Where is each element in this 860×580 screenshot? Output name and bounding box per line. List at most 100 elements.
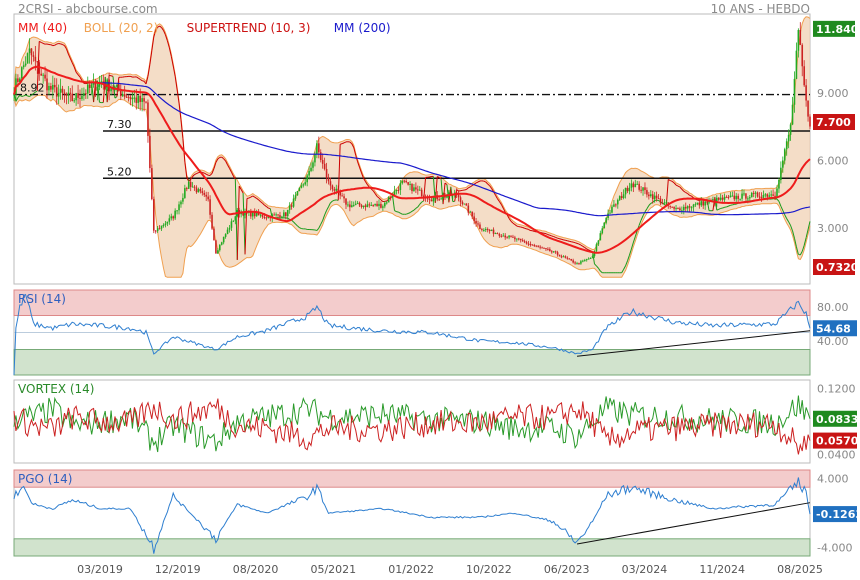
supertrend-segment — [361, 172, 364, 179]
supertrend-segment — [732, 203, 735, 206]
candle-body — [717, 197, 720, 200]
candle-body — [378, 203, 380, 206]
supertrend-segment — [675, 184, 679, 187]
candle-body — [471, 211, 473, 217]
candle-body — [213, 228, 215, 241]
supertrend-segment — [137, 77, 141, 80]
supertrend-segment — [240, 189, 244, 194]
candle-body — [380, 203, 382, 208]
price-badge — [813, 114, 855, 130]
supertrend-segment — [174, 76, 178, 90]
supertrend-segment — [168, 47, 172, 57]
supertrend-segment — [213, 162, 217, 169]
candle-body — [653, 195, 656, 200]
candle-body — [706, 201, 708, 203]
candle-body — [560, 256, 563, 258]
candle-body — [611, 206, 613, 213]
supertrend-segment — [578, 243, 582, 246]
supertrend-segment — [330, 200, 333, 204]
candle-body — [193, 186, 196, 188]
candle-body — [539, 246, 541, 248]
candle-body — [86, 84, 89, 94]
candle-body — [595, 244, 598, 252]
candle-body — [57, 92, 60, 97]
candle-body — [659, 198, 662, 204]
candle-body — [486, 229, 489, 231]
supertrend-segment — [429, 175, 432, 178]
supertrend-segment — [477, 180, 481, 183]
supertrend-segment — [413, 208, 417, 211]
supertrend-segment — [155, 26, 159, 31]
candle-body — [34, 56, 37, 62]
supertrend-segment — [42, 42, 46, 45]
candle-body — [739, 198, 741, 200]
candle-body — [638, 183, 640, 190]
candle-body — [143, 98, 145, 102]
price-tick-label: 6.000 — [817, 154, 849, 167]
supertrend-segment — [374, 193, 378, 197]
candle-body — [286, 209, 289, 217]
candle-body — [519, 238, 522, 241]
supertrend-segment — [489, 185, 493, 189]
candle-body — [525, 242, 528, 244]
candle-body — [562, 256, 565, 258]
candle-body — [417, 189, 419, 191]
candle-body — [133, 97, 136, 99]
supertrend-segment — [446, 184, 450, 203]
supertrend-segment — [343, 141, 347, 144]
candle-body — [224, 234, 227, 237]
candle-body — [795, 50, 798, 79]
supertrend-segment — [157, 25, 160, 28]
candle-body — [127, 96, 130, 98]
candle-body — [428, 198, 431, 200]
supertrend-segment — [130, 75, 133, 78]
candle-body — [304, 182, 307, 185]
candle-body — [661, 203, 664, 205]
supertrend-segment — [514, 224, 518, 227]
candle-body — [636, 183, 639, 185]
candle-body — [721, 197, 724, 200]
candle-body — [44, 74, 46, 79]
price-badge-label: 0.7320 — [816, 261, 859, 274]
candle-body — [329, 181, 332, 186]
candle-body — [527, 243, 530, 245]
supertrend-segment — [630, 242, 634, 250]
supertrend-segment — [392, 196, 396, 211]
supertrend-segment — [487, 183, 490, 187]
supertrend-segment — [349, 141, 353, 145]
supertrend-segment — [351, 143, 355, 148]
candle-body — [570, 259, 572, 261]
supertrend-segment — [671, 180, 675, 184]
candle-body — [189, 181, 192, 187]
candle-body — [172, 216, 174, 219]
candle-body — [259, 214, 262, 216]
candle-body — [430, 199, 433, 202]
supertrend-segment — [67, 53, 71, 59]
candle-body — [496, 233, 499, 235]
legend-entry: BOLL (20, 2) — [84, 21, 159, 35]
supertrend-segment — [689, 194, 692, 197]
candle-body — [149, 135, 151, 169]
candle-body — [164, 223, 167, 226]
supertrend-segment — [73, 66, 77, 73]
supertrend-segment — [421, 200, 424, 203]
candle-body — [397, 189, 400, 191]
supertrend-segment — [549, 234, 552, 237]
supertrend-segment — [495, 194, 498, 199]
supertrend-segment — [236, 186, 240, 260]
candle-body — [541, 247, 543, 249]
candle-body — [147, 102, 149, 136]
pgo-overbought-zone — [13, 469, 811, 488]
candle-body — [368, 204, 371, 206]
x-tick-label: 03/2024 — [622, 563, 668, 576]
supertrend-segment — [687, 193, 690, 196]
candle-body — [316, 143, 318, 155]
supertrend-segment — [580, 244, 584, 247]
supertrend-segment — [71, 62, 75, 68]
candle-body — [152, 199, 155, 231]
candle-body — [184, 188, 186, 198]
supertrend-segment — [79, 76, 83, 81]
supertrend-segment — [625, 260, 628, 266]
candle-body — [630, 183, 633, 188]
supertrend-segment — [322, 214, 326, 221]
